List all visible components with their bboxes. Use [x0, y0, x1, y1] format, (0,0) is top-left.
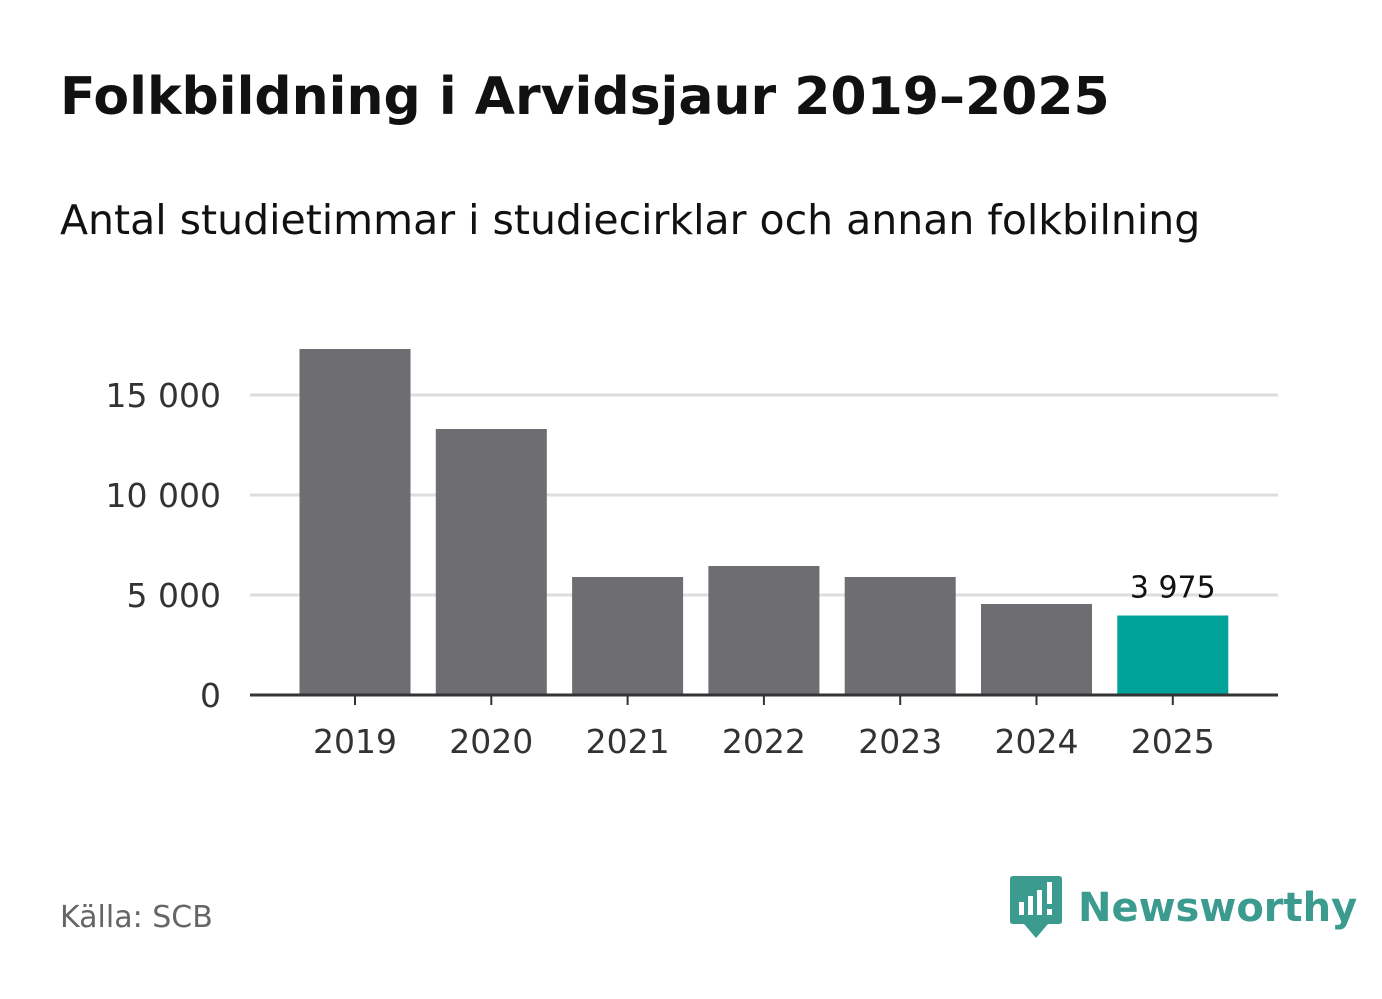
x-tick-label-2025: 2025 [1131, 722, 1215, 761]
y-tick-label: 5 000 [127, 576, 221, 615]
x-tick-label-2024: 2024 [995, 722, 1079, 761]
bar-2024 [981, 604, 1092, 695]
chart-subtitle: Antal studietimmar i studiecirklar och a… [60, 196, 1201, 244]
bars [299, 349, 1229, 695]
bar-2023 [844, 577, 956, 695]
brand-name: Newsworthy [1078, 885, 1358, 931]
chart-title: Folkbildning i Arvidsjaur 2019–2025 [60, 67, 1110, 127]
x-tick-label-2023: 2023 [858, 722, 942, 761]
newsworthy-logo: Newsworthy [1010, 876, 1357, 940]
bar-2022 [708, 566, 820, 695]
y-tick-label: 15 000 [106, 376, 221, 415]
bar-chart-speech-bubble-icon [1010, 876, 1062, 938]
bar-2021 [572, 577, 684, 695]
x-tick-label-2022: 2022 [722, 722, 806, 761]
data-label-2025: 3 975 [1130, 571, 1216, 606]
bar-2020 [435, 429, 547, 695]
bar-2019 [299, 349, 411, 695]
y-tick-label: 0 [200, 676, 221, 715]
source-note: Källa: SCB [60, 900, 213, 935]
x-tick-label-2019: 2019 [313, 722, 397, 761]
x-tick-label-2021: 2021 [586, 722, 670, 761]
x-tick-label-2020: 2020 [449, 722, 533, 761]
y-tick-label: 10 000 [106, 476, 221, 515]
labels: 0 5 000 10 000 15 000 2019 2020 2021 2022 2023 20… [106, 376, 1278, 761]
bar-2025 [1117, 615, 1229, 695]
